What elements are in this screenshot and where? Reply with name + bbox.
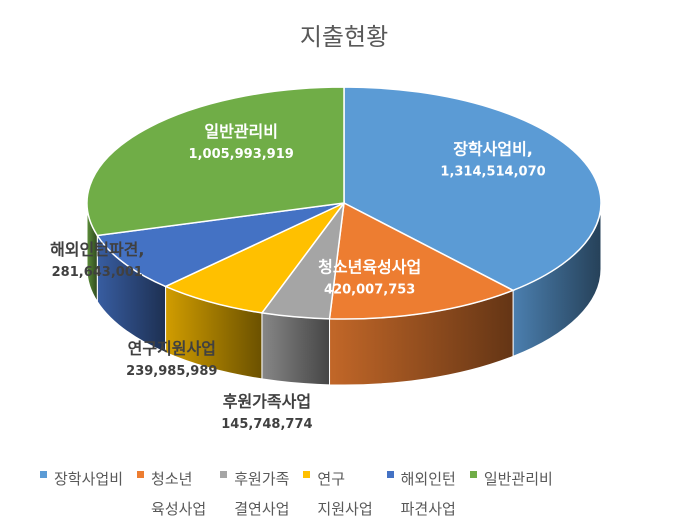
data-label-value: 420,007,753 (324, 283, 415, 298)
data-label-name: 후원가족사업 (223, 392, 311, 411)
legend-swatch (469, 471, 477, 478)
legend-swatch (137, 471, 145, 478)
pie-slices (86, 86, 602, 320)
data-label-value: 145,748,774 (221, 417, 312, 432)
legend-label: 해외인턴 파견사업 (400, 470, 456, 518)
data-label-name: 연구지원사업 (128, 339, 216, 358)
legend-swatch (386, 471, 394, 478)
legend-item: 일반관리비 (469, 464, 553, 524)
legend-label: 연구 지원사업 (317, 470, 373, 518)
legend-item: 해외인턴 파견사업 (386, 464, 456, 524)
legend-swatch (40, 471, 47, 478)
data-label-value: 239,985,989 (126, 364, 217, 379)
data-label-name: 장학사업비, (453, 139, 533, 158)
legend-item: 연구 지원사업 (303, 464, 373, 524)
pie-slice (86, 86, 345, 237)
data-labels: 장학사업비, 1,314,514,070 청소년육성사업 420,007,753 후원가… (50, 122, 546, 432)
legend-swatch (303, 471, 311, 478)
legend-label: 일반관리비 (483, 470, 553, 488)
data-label-name: 일반관리비 (204, 122, 278, 141)
legend-label: 후원가족 결연사업 (234, 470, 290, 518)
chart-title: 지출현황 (300, 23, 388, 51)
legend-item: 장학사업비 (40, 464, 123, 524)
legend-label: 청소년 육성사업 (151, 470, 207, 518)
data-label-name: 해외인턴파견, (50, 240, 144, 259)
legend-item: 청소년 육성사업 (137, 464, 206, 524)
legend: 장학사업비 청소년 육성사업 후원가족 결연사업 연구 지원사업 해외인턴 파견사업 일반관리비 (40, 464, 680, 524)
pie-slice (163, 202, 345, 314)
legend-label: 장학사업비 (54, 470, 124, 488)
legend-swatch (220, 471, 228, 478)
pie-slice (343, 86, 602, 292)
data-label-name: 청소년육성사업 (318, 258, 421, 277)
data-label-value: 1,005,993,919 (189, 147, 294, 162)
slice-side (261, 312, 331, 386)
data-label-value: 281,643,001 (52, 265, 143, 280)
pie-sides (86, 202, 602, 386)
legend-item: 후원가족 결연사업 (220, 464, 289, 524)
pie-slice (96, 202, 345, 288)
data-label-value: 1,314,514,070 (440, 164, 545, 179)
pie-slice (328, 201, 515, 320)
